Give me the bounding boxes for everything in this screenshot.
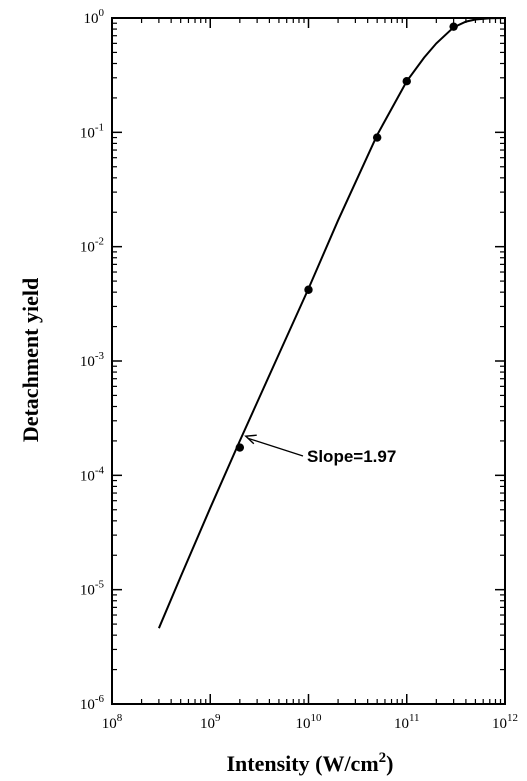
x-tick-label-base: 10 (492, 716, 507, 732)
data-point (402, 77, 411, 86)
y-tick-label-exponent: -2 (95, 236, 104, 248)
y-tick-label-base: 10 (80, 697, 95, 713)
y-tick-label-base: 10 (84, 11, 99, 27)
y-tick-label-base: 10 (80, 468, 95, 484)
y-tick-label-exponent: -5 (95, 579, 105, 591)
data-point (235, 443, 245, 452)
data-point (304, 285, 313, 294)
x-axis-title: Intensity (W/cm2) (227, 750, 394, 776)
x-tick-label-base: 10 (200, 716, 215, 732)
y-tick-label-exponent: -6 (95, 693, 105, 705)
x-axis-title-main: Intensity (W/cm (227, 751, 379, 776)
y-tick-label-base: 10 (80, 354, 95, 370)
data-point (372, 133, 382, 142)
y-tick-label: 10-1 (80, 121, 104, 141)
x-tick-label-base: 10 (102, 716, 117, 732)
x-tick-label-exponent: 12 (507, 712, 518, 724)
y-tick-label: 10-4 (80, 464, 105, 484)
y-tick-label: 10-6 (80, 693, 105, 713)
x-tick-label-exponent: 11 (409, 712, 420, 724)
y-tick-label-base: 10 (80, 125, 95, 141)
slope-annotation: Slope=1.97 (307, 447, 396, 466)
x-tick-label: 109 (200, 712, 221, 732)
annotation-arrow-line (247, 437, 304, 457)
annotation-arrow-head (244, 434, 257, 445)
x-tick-label: 1012 (492, 712, 518, 732)
y-tick-label: 10-2 (80, 236, 104, 256)
x-tick-label-base: 10 (394, 716, 409, 732)
y-tick-label-exponent: -1 (95, 121, 104, 133)
x-tick-label: 1011 (394, 712, 420, 732)
y-tick-label: 10-5 (80, 579, 105, 599)
y-tick-label-exponent: 0 (99, 7, 105, 19)
x-tick-label: 108 (102, 712, 123, 732)
x-tick-label-base: 10 (296, 716, 311, 732)
y-tick-label-exponent: -3 (95, 350, 105, 362)
y-tick-label-base: 10 (80, 583, 95, 599)
plot-area: 108 109 1010 1011 101210-610-510-410-310-210… (80, 7, 518, 732)
y-tick-label: 100 (84, 7, 105, 27)
x-axis-title-close: ) (386, 751, 393, 776)
y-axis-title: Detachment yield (18, 278, 43, 442)
series-curve (157, 17, 506, 629)
x-tick-label: 1010 (296, 712, 323, 732)
data-point (449, 22, 458, 31)
y-tick-label-exponent: -4 (95, 464, 105, 476)
x-tick-label-exponent: 10 (311, 712, 323, 724)
y-tick-label: 10-3 (80, 350, 105, 370)
y-tick-label-base: 10 (80, 240, 95, 256)
x-axis-title-exponent: 2 (379, 750, 387, 766)
x-tick-label-exponent: 8 (117, 712, 123, 724)
x-tick-label-exponent: 9 (215, 712, 221, 724)
